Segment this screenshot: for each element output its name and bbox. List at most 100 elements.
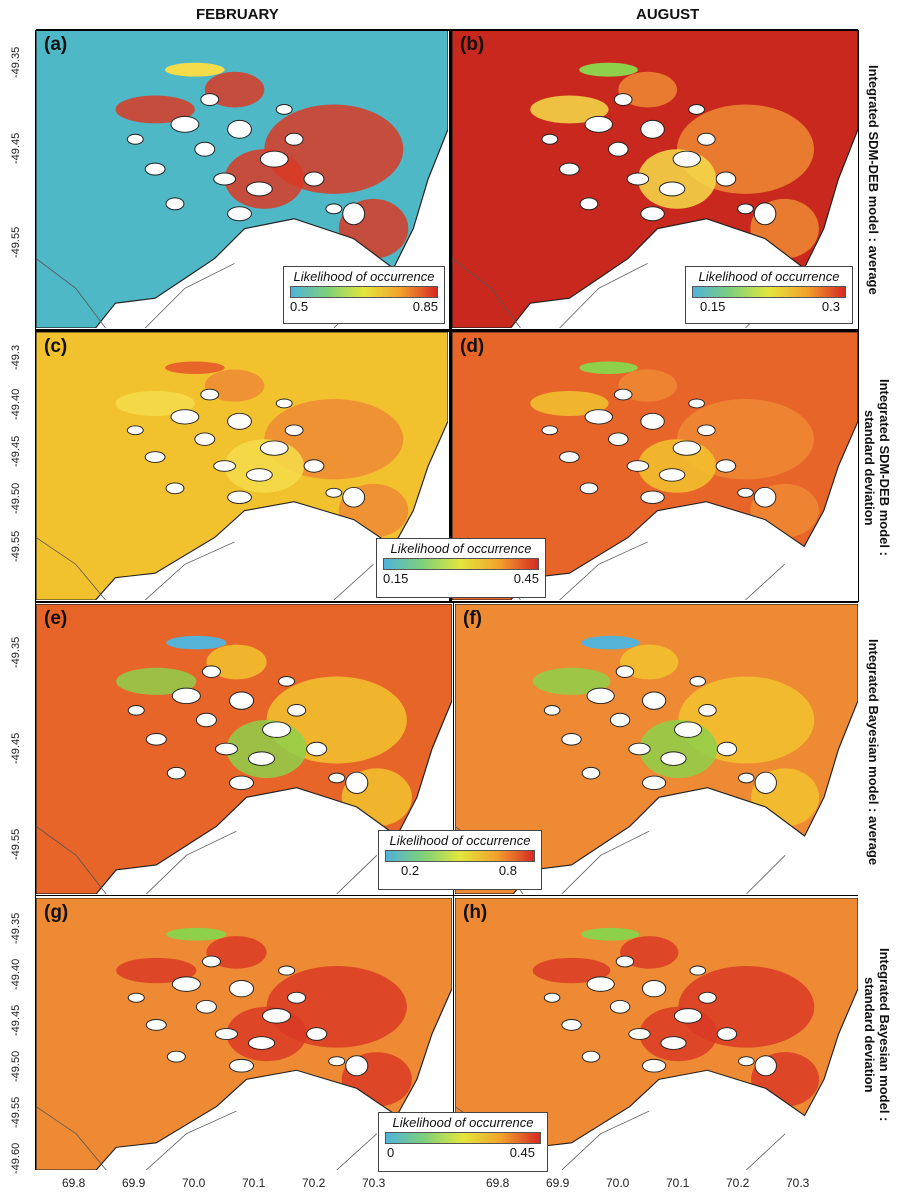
occurrence-zone xyxy=(618,71,678,108)
island xyxy=(201,665,221,678)
island xyxy=(658,181,686,197)
coastline xyxy=(36,604,452,894)
frame-vertical-top xyxy=(449,30,452,602)
legend-title: Likelihood of occurrence xyxy=(390,541,532,556)
island xyxy=(615,955,635,968)
x-tick: 70.0 xyxy=(182,1176,206,1190)
y-tick: -49.45 xyxy=(10,732,22,764)
x-tick: 69.8 xyxy=(62,1176,86,1190)
occurrence-zone xyxy=(530,95,609,124)
island xyxy=(561,733,582,746)
legend-b: Likelihood of occurrence 0.15 0.3 xyxy=(685,266,853,324)
map-panel-h: (h) xyxy=(455,898,858,1170)
island xyxy=(673,1008,703,1024)
island xyxy=(737,487,754,498)
occurrence-zone xyxy=(204,71,265,108)
island xyxy=(287,991,307,1004)
island xyxy=(586,687,615,705)
island xyxy=(608,432,629,446)
island xyxy=(586,976,615,992)
island xyxy=(145,1019,167,1031)
legend-min: 0.2 xyxy=(401,863,420,878)
island xyxy=(584,409,613,425)
x-tick: 70.2 xyxy=(726,1176,750,1190)
island xyxy=(214,742,238,756)
island xyxy=(559,162,580,176)
y-tick: -49.40 xyxy=(10,388,22,420)
island xyxy=(673,721,703,738)
island xyxy=(245,181,273,197)
land-boundary xyxy=(36,1106,378,1170)
frame-divider-2 xyxy=(36,601,858,603)
occurrence-zone xyxy=(579,62,638,77)
map-svg xyxy=(452,332,858,600)
island xyxy=(660,1036,687,1050)
occurrence-zone xyxy=(530,390,609,416)
island xyxy=(171,687,201,705)
coastline xyxy=(36,898,452,1170)
y-tick: -49.45 xyxy=(10,435,22,467)
island xyxy=(303,459,325,473)
occurrence-zone xyxy=(165,62,225,77)
island xyxy=(325,203,343,215)
island xyxy=(543,992,561,1003)
island xyxy=(228,691,255,710)
island xyxy=(328,1056,346,1067)
row-label-text: Integrated Bayesian model : average xyxy=(866,638,881,866)
island xyxy=(716,741,738,757)
island xyxy=(615,665,635,678)
island xyxy=(660,751,687,766)
island xyxy=(170,409,200,425)
panel-label-d: (d) xyxy=(460,336,485,357)
island xyxy=(144,451,166,463)
legend-g: Likelihood of occurrence 0 0.45 xyxy=(378,1112,548,1172)
row-label-text: standard deviation xyxy=(862,977,877,1093)
island xyxy=(609,712,631,728)
frame-top xyxy=(36,29,858,31)
occurrence-zone xyxy=(532,667,611,695)
y-tick: -49.60 xyxy=(10,1142,22,1174)
occurrence-zone xyxy=(116,957,197,984)
island xyxy=(541,133,559,145)
island xyxy=(613,388,633,401)
island xyxy=(306,1027,328,1041)
legend-title: Likelihood of occurrence xyxy=(392,1115,534,1130)
y-tick: -49.50 xyxy=(10,482,22,514)
island xyxy=(342,486,366,508)
island xyxy=(259,150,289,168)
island xyxy=(628,1028,651,1040)
island xyxy=(328,772,346,784)
x-tick: 70.2 xyxy=(302,1176,326,1190)
coastline xyxy=(36,332,448,600)
island xyxy=(345,771,369,794)
occurrence-zone xyxy=(165,361,225,374)
occurrence-zone xyxy=(618,369,678,402)
island xyxy=(754,1055,777,1077)
frame-left xyxy=(35,30,36,1170)
island xyxy=(228,1058,255,1073)
island xyxy=(195,712,217,728)
island xyxy=(640,206,665,222)
legend-max: 0.8 xyxy=(498,863,517,878)
island xyxy=(641,980,667,998)
land-boundary xyxy=(36,826,378,894)
island xyxy=(213,172,237,186)
island xyxy=(584,115,613,133)
island xyxy=(200,93,220,106)
island xyxy=(641,1058,667,1073)
island xyxy=(228,980,255,998)
island xyxy=(227,490,252,504)
x-tick: 70.3 xyxy=(786,1176,810,1190)
panel-label-f: (f) xyxy=(463,608,482,629)
y-tick: -49.40 xyxy=(10,958,22,990)
island xyxy=(166,1050,186,1063)
row-label-text: standard deviation xyxy=(862,409,877,526)
island xyxy=(658,468,686,482)
row-label-text: Integrated Bayesian model : xyxy=(877,948,892,1122)
island xyxy=(275,104,293,115)
island xyxy=(145,733,167,746)
column-header-august: AUGUST xyxy=(636,6,700,23)
island xyxy=(697,132,716,146)
occurrence-zone xyxy=(166,635,227,650)
island xyxy=(608,141,629,157)
